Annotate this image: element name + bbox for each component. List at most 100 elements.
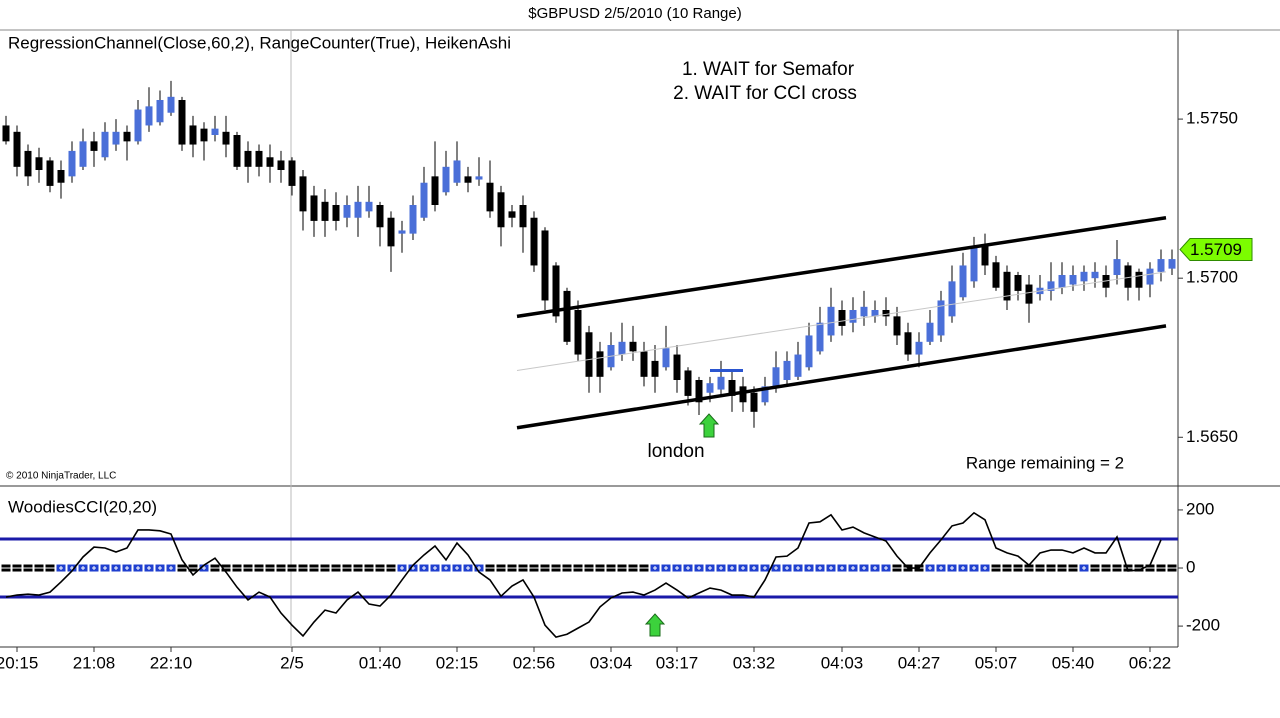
candle-body bbox=[541, 230, 549, 301]
cci-line bbox=[5, 511, 1162, 639]
candle-body bbox=[992, 262, 1000, 288]
candle-body bbox=[981, 246, 989, 266]
candle-body bbox=[1003, 271, 1011, 301]
candle-body bbox=[486, 182, 494, 212]
y-tick-label: 200 bbox=[1186, 499, 1214, 518]
candle-body bbox=[662, 348, 670, 368]
channel-upper bbox=[516, 215, 1167, 319]
x-tick-label: 03:17 bbox=[656, 653, 699, 672]
candle-body bbox=[35, 157, 43, 170]
candle-body bbox=[882, 310, 890, 317]
candle-body bbox=[299, 176, 307, 212]
candle-body bbox=[530, 217, 538, 266]
candle-body bbox=[552, 265, 560, 317]
x-tick-label: 05:40 bbox=[1052, 653, 1095, 672]
candle-body bbox=[156, 100, 164, 123]
x-tick-label: 04:27 bbox=[898, 653, 941, 672]
candle-body bbox=[1069, 275, 1077, 285]
candle-body bbox=[101, 131, 109, 158]
candle-body bbox=[387, 217, 395, 247]
candle-body bbox=[772, 367, 780, 387]
candle-body bbox=[420, 182, 428, 218]
candle-body bbox=[453, 160, 461, 183]
candle-body bbox=[508, 211, 516, 218]
candle-body bbox=[849, 310, 857, 323]
candle-body bbox=[673, 354, 681, 380]
cci-arrow bbox=[644, 613, 666, 637]
candle-body bbox=[937, 300, 945, 336]
window-title: $GBPUSD 2/5/2010 (10 Range) bbox=[528, 5, 741, 22]
cci-label: WoodiesCCI(20,20) bbox=[8, 497, 157, 516]
y-tick-label: 1.5750 bbox=[1186, 109, 1238, 128]
candle-body bbox=[1058, 275, 1066, 288]
candle-body bbox=[651, 360, 659, 377]
candle-body bbox=[695, 380, 703, 403]
candle-body bbox=[827, 306, 835, 336]
candle-body bbox=[838, 310, 846, 326]
candle-body bbox=[134, 109, 142, 142]
candle-body bbox=[750, 392, 758, 412]
candle-body bbox=[1025, 284, 1033, 304]
candle-body bbox=[1047, 281, 1055, 291]
candle-body bbox=[618, 341, 626, 355]
candle-body bbox=[244, 150, 252, 167]
candle-body bbox=[255, 150, 263, 167]
candle-body bbox=[79, 141, 87, 167]
candle-body bbox=[904, 332, 912, 355]
candle-body bbox=[167, 96, 175, 113]
candle-body bbox=[893, 316, 901, 336]
candle-body bbox=[222, 131, 230, 145]
candle-body bbox=[431, 176, 439, 205]
indicator-label: RegressionChannel(Close,60,2), RangeCoun… bbox=[8, 33, 511, 52]
candle-body bbox=[860, 306, 868, 317]
candle-body bbox=[321, 201, 329, 221]
range-counter: Range remaining = 2 bbox=[966, 453, 1124, 472]
x-tick-label: 05:07 bbox=[975, 653, 1018, 672]
candle-body bbox=[948, 281, 956, 317]
candle-body bbox=[1080, 271, 1088, 282]
candle-body bbox=[761, 386, 769, 403]
x-tick-label: 04:03 bbox=[821, 653, 864, 672]
candle-body bbox=[464, 176, 472, 183]
x-tick-label: 03:04 bbox=[590, 653, 633, 672]
candle-body bbox=[354, 201, 362, 218]
candle-body bbox=[728, 380, 736, 396]
candle-body bbox=[475, 176, 483, 180]
candle-body bbox=[1135, 271, 1143, 288]
note: 1. WAIT for Semafor bbox=[682, 59, 855, 80]
candle-body bbox=[24, 150, 32, 177]
candle-body bbox=[816, 322, 824, 352]
candle-body bbox=[563, 290, 571, 342]
x-tick-label: 06:22 bbox=[1129, 653, 1172, 672]
annotation: london bbox=[647, 441, 704, 462]
last-price-tag bbox=[1179, 238, 1253, 262]
y-tick-label: 1.5650 bbox=[1186, 427, 1238, 446]
candle-body bbox=[1113, 259, 1121, 275]
candle-body bbox=[970, 246, 978, 282]
candle-body bbox=[1168, 259, 1176, 269]
candle-body bbox=[585, 332, 593, 377]
x-tick-label: 20:15 bbox=[0, 653, 38, 672]
candle-body bbox=[519, 205, 527, 228]
candle-body bbox=[640, 351, 648, 377]
x-tick-label: 02:15 bbox=[436, 653, 479, 672]
candle-body bbox=[189, 125, 197, 145]
candle-body bbox=[112, 131, 120, 145]
candle-body bbox=[68, 150, 76, 177]
candle-body bbox=[13, 131, 21, 167]
x-tick-label: 22:10 bbox=[150, 653, 193, 672]
candle-body bbox=[497, 192, 505, 228]
candle-body bbox=[1146, 268, 1154, 285]
candle-body bbox=[926, 322, 934, 342]
candle-body bbox=[871, 310, 879, 317]
y-tick-label: 0 bbox=[1186, 558, 1195, 577]
candle-body bbox=[266, 157, 274, 167]
candle-body bbox=[706, 383, 714, 393]
y-tick-label: 1.5700 bbox=[1186, 268, 1238, 287]
candle-body bbox=[123, 131, 131, 142]
candle-body bbox=[211, 128, 219, 135]
candle-body bbox=[178, 100, 186, 145]
candle-body bbox=[398, 230, 406, 234]
